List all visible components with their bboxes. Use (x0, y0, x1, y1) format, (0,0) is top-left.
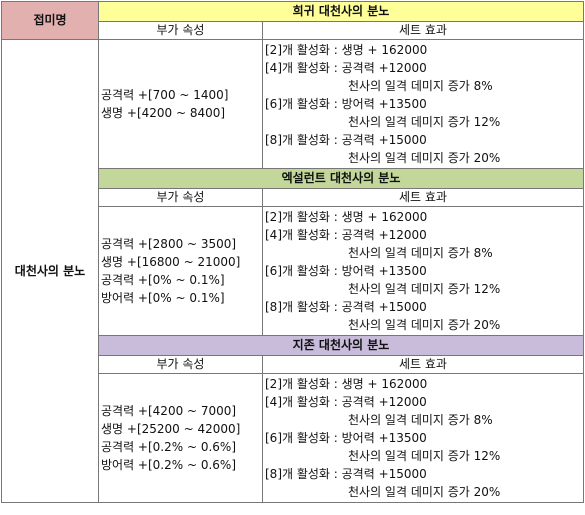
effect-line: 천사의 일격 데미지 증가 12% (348, 282, 501, 296)
attribute-line: 공격력 +[700 ~ 1400] (101, 88, 229, 102)
effect-line: [8]개 활성화 : 공격력 +15000 (265, 467, 427, 481)
effect-line: [2]개 활성화 : 생명 + 162000 (265, 210, 428, 224)
effect-line: 천사의 일격 데미지 증가 12% (348, 115, 501, 129)
effect-line: 천사의 일격 데미지 증가 8% (348, 246, 493, 260)
attribute-line: 생명 +[25200 ~ 42000] (101, 422, 241, 436)
attribute-line: 공격력 +[0.2% ~ 0.6%] (101, 440, 237, 454)
effect-line: [6]개 활성화 : 방어력 +13500 (265, 431, 427, 445)
effects-cell-rare: [2]개 활성화 : 생명 + 162000 [4]개 활성화 : 공격력 +1… (262, 39, 584, 169)
section-title-supreme: 지존 대천사의 분노 (98, 335, 584, 356)
effect-line: [6]개 활성화 : 방어력 +13500 (265, 264, 427, 278)
effect-line: [4]개 활성화 : 공격력 +12000 (265, 61, 427, 75)
column-effect-header: 세트 효과 (262, 355, 584, 374)
attribute-line: 공격력 +[4200 ~ 7000] (101, 404, 237, 418)
effect-line: [4]개 활성화 : 공격력 +12000 (265, 395, 427, 409)
effect-line: [6]개 활성화 : 방어력 +13500 (265, 97, 427, 111)
column-attr-header: 부가 속성 (98, 355, 263, 374)
attribute-line: 공격력 +[0% ~ 0.1%] (101, 273, 225, 287)
section-title-excellent: 엑설런트 대천사의 분노 (98, 168, 584, 189)
column-effect-header: 세트 효과 (262, 188, 584, 207)
effects-cell-supreme: [2]개 활성화 : 생명 + 162000 [4]개 활성화 : 공격력 +1… (262, 373, 584, 503)
section-title-rare: 희귀 대천사의 분노 (98, 1, 584, 22)
attributes-cell-rare: 공격력 +[700 ~ 1400] 생명 +[4200 ~ 8400] (98, 39, 263, 169)
effect-line: 천사의 일격 데미지 증가 20% (348, 485, 501, 499)
effects-cell-excellent: [2]개 활성화 : 생명 + 162000 [4]개 활성화 : 공격력 +1… (262, 206, 584, 336)
effect-line: [2]개 활성화 : 생명 + 162000 (265, 43, 428, 57)
attribute-line: 방어력 +[0% ~ 0.1%] (101, 291, 225, 305)
effect-line: 천사의 일격 데미지 증가 12% (348, 449, 501, 463)
category-header: 접미명 (1, 1, 99, 40)
attribute-line: 방어력 +[0.2% ~ 0.6%] (101, 458, 237, 472)
effect-line: [2]개 활성화 : 생명 + 162000 (265, 377, 428, 391)
effect-line: 천사의 일격 데미지 증가 8% (348, 413, 493, 427)
column-attr-header: 부가 속성 (98, 21, 263, 40)
effect-line: 천사의 일격 데미지 증가 20% (348, 318, 501, 332)
attribute-line: 생명 +[16800 ~ 21000] (101, 255, 241, 269)
set-name-cell: 대천사의 분노 (1, 39, 99, 503)
effect-line: 천사의 일격 데미지 증가 20% (348, 151, 501, 165)
set-effect-table: 접미명 희귀 대천사의 분노 부가 속성 세트 효과 대천사의 분노 공격력 +… (1, 1, 584, 503)
effect-line: 천사의 일격 데미지 증가 8% (348, 79, 493, 93)
effect-line: [8]개 활성화 : 공격력 +15000 (265, 133, 427, 147)
effect-line: [4]개 활성화 : 공격력 +12000 (265, 228, 427, 242)
attribute-line: 생명 +[4200 ~ 8400] (101, 106, 226, 120)
column-effect-header: 세트 효과 (262, 21, 584, 40)
attribute-line: 공격력 +[2800 ~ 3500] (101, 237, 237, 251)
column-attr-header: 부가 속성 (98, 188, 263, 207)
attributes-cell-excellent: 공격력 +[2800 ~ 3500] 생명 +[16800 ~ 21000] 공… (98, 206, 263, 336)
effect-line: [8]개 활성화 : 공격력 +15000 (265, 300, 427, 314)
attributes-cell-supreme: 공격력 +[4200 ~ 7000] 생명 +[25200 ~ 42000] 공… (98, 373, 263, 503)
